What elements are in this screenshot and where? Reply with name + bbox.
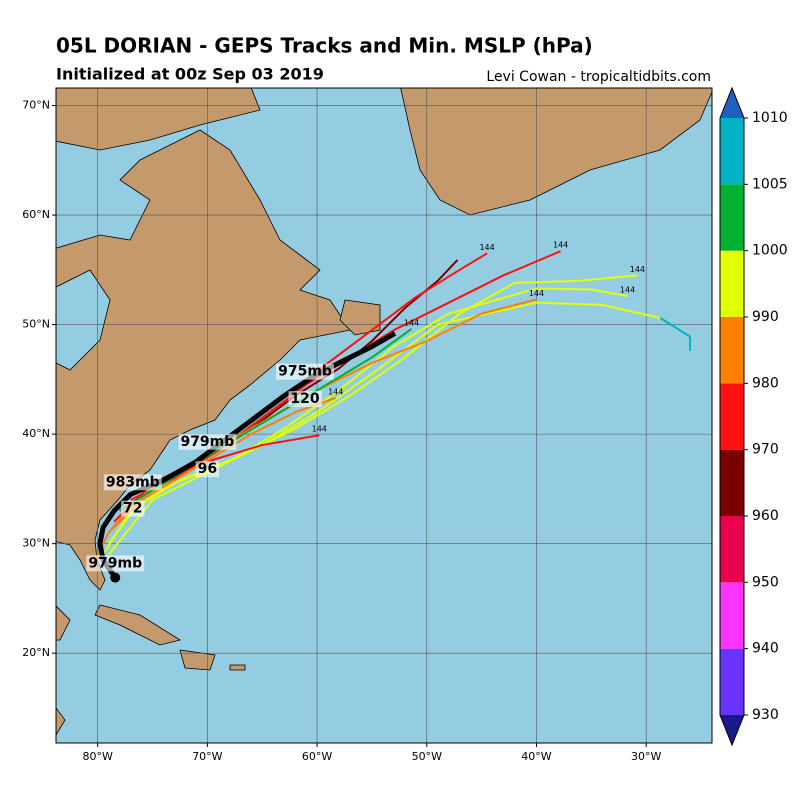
annotation: 120 xyxy=(288,391,322,408)
colorbar-extend-low xyxy=(720,715,744,745)
colorbar-tick-label: 1000 xyxy=(752,243,788,259)
track-label: 144 xyxy=(312,425,327,434)
colorbar-tick-label: 980 xyxy=(752,375,779,391)
annotation-box xyxy=(276,363,334,380)
arctic-islands xyxy=(56,88,261,151)
colorbar-tick-label: 1010 xyxy=(752,110,788,126)
y-tick-label: 20°N xyxy=(22,646,50,659)
x-tick-label: 50°W xyxy=(412,750,442,763)
colorbar-tick-label: 990 xyxy=(752,309,779,325)
annotation-box xyxy=(178,433,237,450)
colorbar-band xyxy=(720,582,744,649)
plot-frame xyxy=(55,87,713,744)
annotation: 979mb xyxy=(86,555,145,572)
axes: 80°W 70°W 60°W 50°W 40°W 30°W 20°N 30°N 40°N 50°N… xyxy=(22,99,661,763)
track-label: 144 xyxy=(529,289,544,298)
y-tick-label: 30°N xyxy=(22,537,50,550)
x-tick-label: 60°W xyxy=(302,750,332,763)
annotation: 983mb xyxy=(103,474,162,491)
annotation-text: 975mb xyxy=(278,364,332,380)
credit: Levi Cowan - tropicaltidbits.com xyxy=(486,69,711,85)
member-track xyxy=(102,287,628,556)
annotation-text: 96 xyxy=(198,461,217,477)
annotation-text: 120 xyxy=(290,391,319,407)
colorbar-band xyxy=(720,516,744,583)
yucatan xyxy=(56,605,71,641)
data-layer: 144 144 144 144 144 144 144 144 975mb 120 979mb 96 9… xyxy=(56,88,712,743)
annotation: 72 xyxy=(121,500,145,517)
annotation-text: 72 xyxy=(123,501,142,517)
track-label: 144 xyxy=(404,318,419,327)
track-label: 144 xyxy=(630,265,645,274)
colorbar-band xyxy=(720,317,744,384)
annotation-text: 983mb xyxy=(106,474,160,490)
cuba xyxy=(94,604,182,646)
colorbar-band xyxy=(720,648,744,715)
hudson-bay xyxy=(56,269,111,371)
y-tick-label: 50°N xyxy=(22,318,50,331)
colorbar-tick-label: 1005 xyxy=(752,176,788,192)
annotation-box xyxy=(121,500,145,517)
puerto-rico xyxy=(229,664,246,671)
annotation-box xyxy=(103,474,162,491)
greenland xyxy=(400,88,712,216)
member-track xyxy=(659,317,692,351)
colorbar-tick-label: 960 xyxy=(752,508,779,524)
annotation: 979mb xyxy=(178,433,237,450)
colorbar-tick-label: 950 xyxy=(752,574,779,590)
x-tick-label: 30°W xyxy=(631,750,661,763)
x-tick-label: 40°W xyxy=(521,750,551,763)
chart-title: 05L DORIAN - GEPS Tracks and Min. MSLP (… xyxy=(56,34,593,58)
colorbar: 930 940 950 960 970 980 990 1000 1005 1010 xyxy=(719,86,788,747)
colorbar-band xyxy=(720,184,744,251)
annotation: 96 xyxy=(195,461,220,478)
annotation-box xyxy=(86,555,145,572)
member-track xyxy=(119,328,413,512)
track-label: 144 xyxy=(620,286,635,295)
central-america xyxy=(56,707,66,736)
colorbar-tick-label: 940 xyxy=(752,641,779,657)
colorbar-band xyxy=(720,449,744,516)
chart-subtitle: Initialized at 00z Sep 03 2019 xyxy=(56,65,324,84)
annotation-box xyxy=(288,391,322,408)
track-label: 144 xyxy=(553,241,568,250)
colorbar-tick-label: 970 xyxy=(752,442,779,458)
annotation-text: 979mb xyxy=(180,434,234,450)
annotation-text: 979mb xyxy=(88,555,142,571)
colorbar-band xyxy=(720,383,744,450)
annotation-box xyxy=(195,461,220,478)
member-track xyxy=(107,301,661,556)
y-tick-label: 70°N xyxy=(22,99,50,112)
colorbar-tick-label: 930 xyxy=(752,707,779,723)
y-tick-label: 60°N xyxy=(22,208,50,221)
colorbar-band xyxy=(720,250,744,317)
start-point xyxy=(110,572,121,583)
y-tick-label: 40°N xyxy=(22,427,50,440)
colorbar-band xyxy=(720,118,744,185)
track-label: 144 xyxy=(479,243,494,252)
map: 144 144 144 144 144 144 144 144 975mb 120 979mb 96 9… xyxy=(56,88,712,743)
annotation: 975mb xyxy=(276,363,334,380)
track-label: 144 xyxy=(328,387,343,396)
x-tick-label: 70°W xyxy=(192,750,222,763)
colorbar-extend-high xyxy=(720,88,744,118)
x-tick-label: 80°W xyxy=(82,750,112,763)
